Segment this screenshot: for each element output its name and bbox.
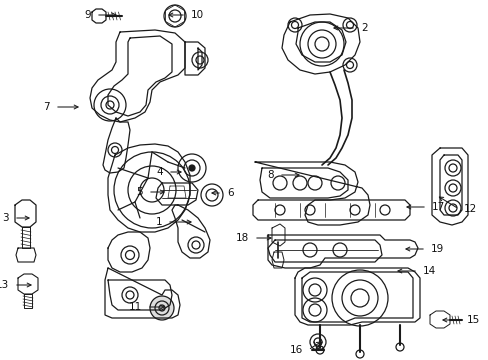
Text: 1: 1 [155,217,162,227]
Text: 14: 14 [422,266,435,276]
Text: 2: 2 [360,23,367,33]
Text: 4: 4 [156,167,163,177]
Text: 9: 9 [84,10,91,20]
Text: 6: 6 [226,188,233,198]
Text: 11: 11 [128,302,142,312]
Text: 3: 3 [2,213,9,223]
Text: 18: 18 [235,233,248,243]
Text: 8: 8 [267,170,273,180]
Text: 12: 12 [463,204,476,214]
Text: 7: 7 [43,102,50,112]
Text: 16: 16 [289,345,303,355]
Text: 17: 17 [431,202,445,212]
Text: 13: 13 [0,280,9,290]
Text: 5: 5 [136,187,142,197]
Circle shape [189,165,195,171]
Circle shape [150,296,174,320]
Text: 10: 10 [191,10,203,20]
Text: 19: 19 [430,244,443,254]
Text: 15: 15 [466,315,479,325]
